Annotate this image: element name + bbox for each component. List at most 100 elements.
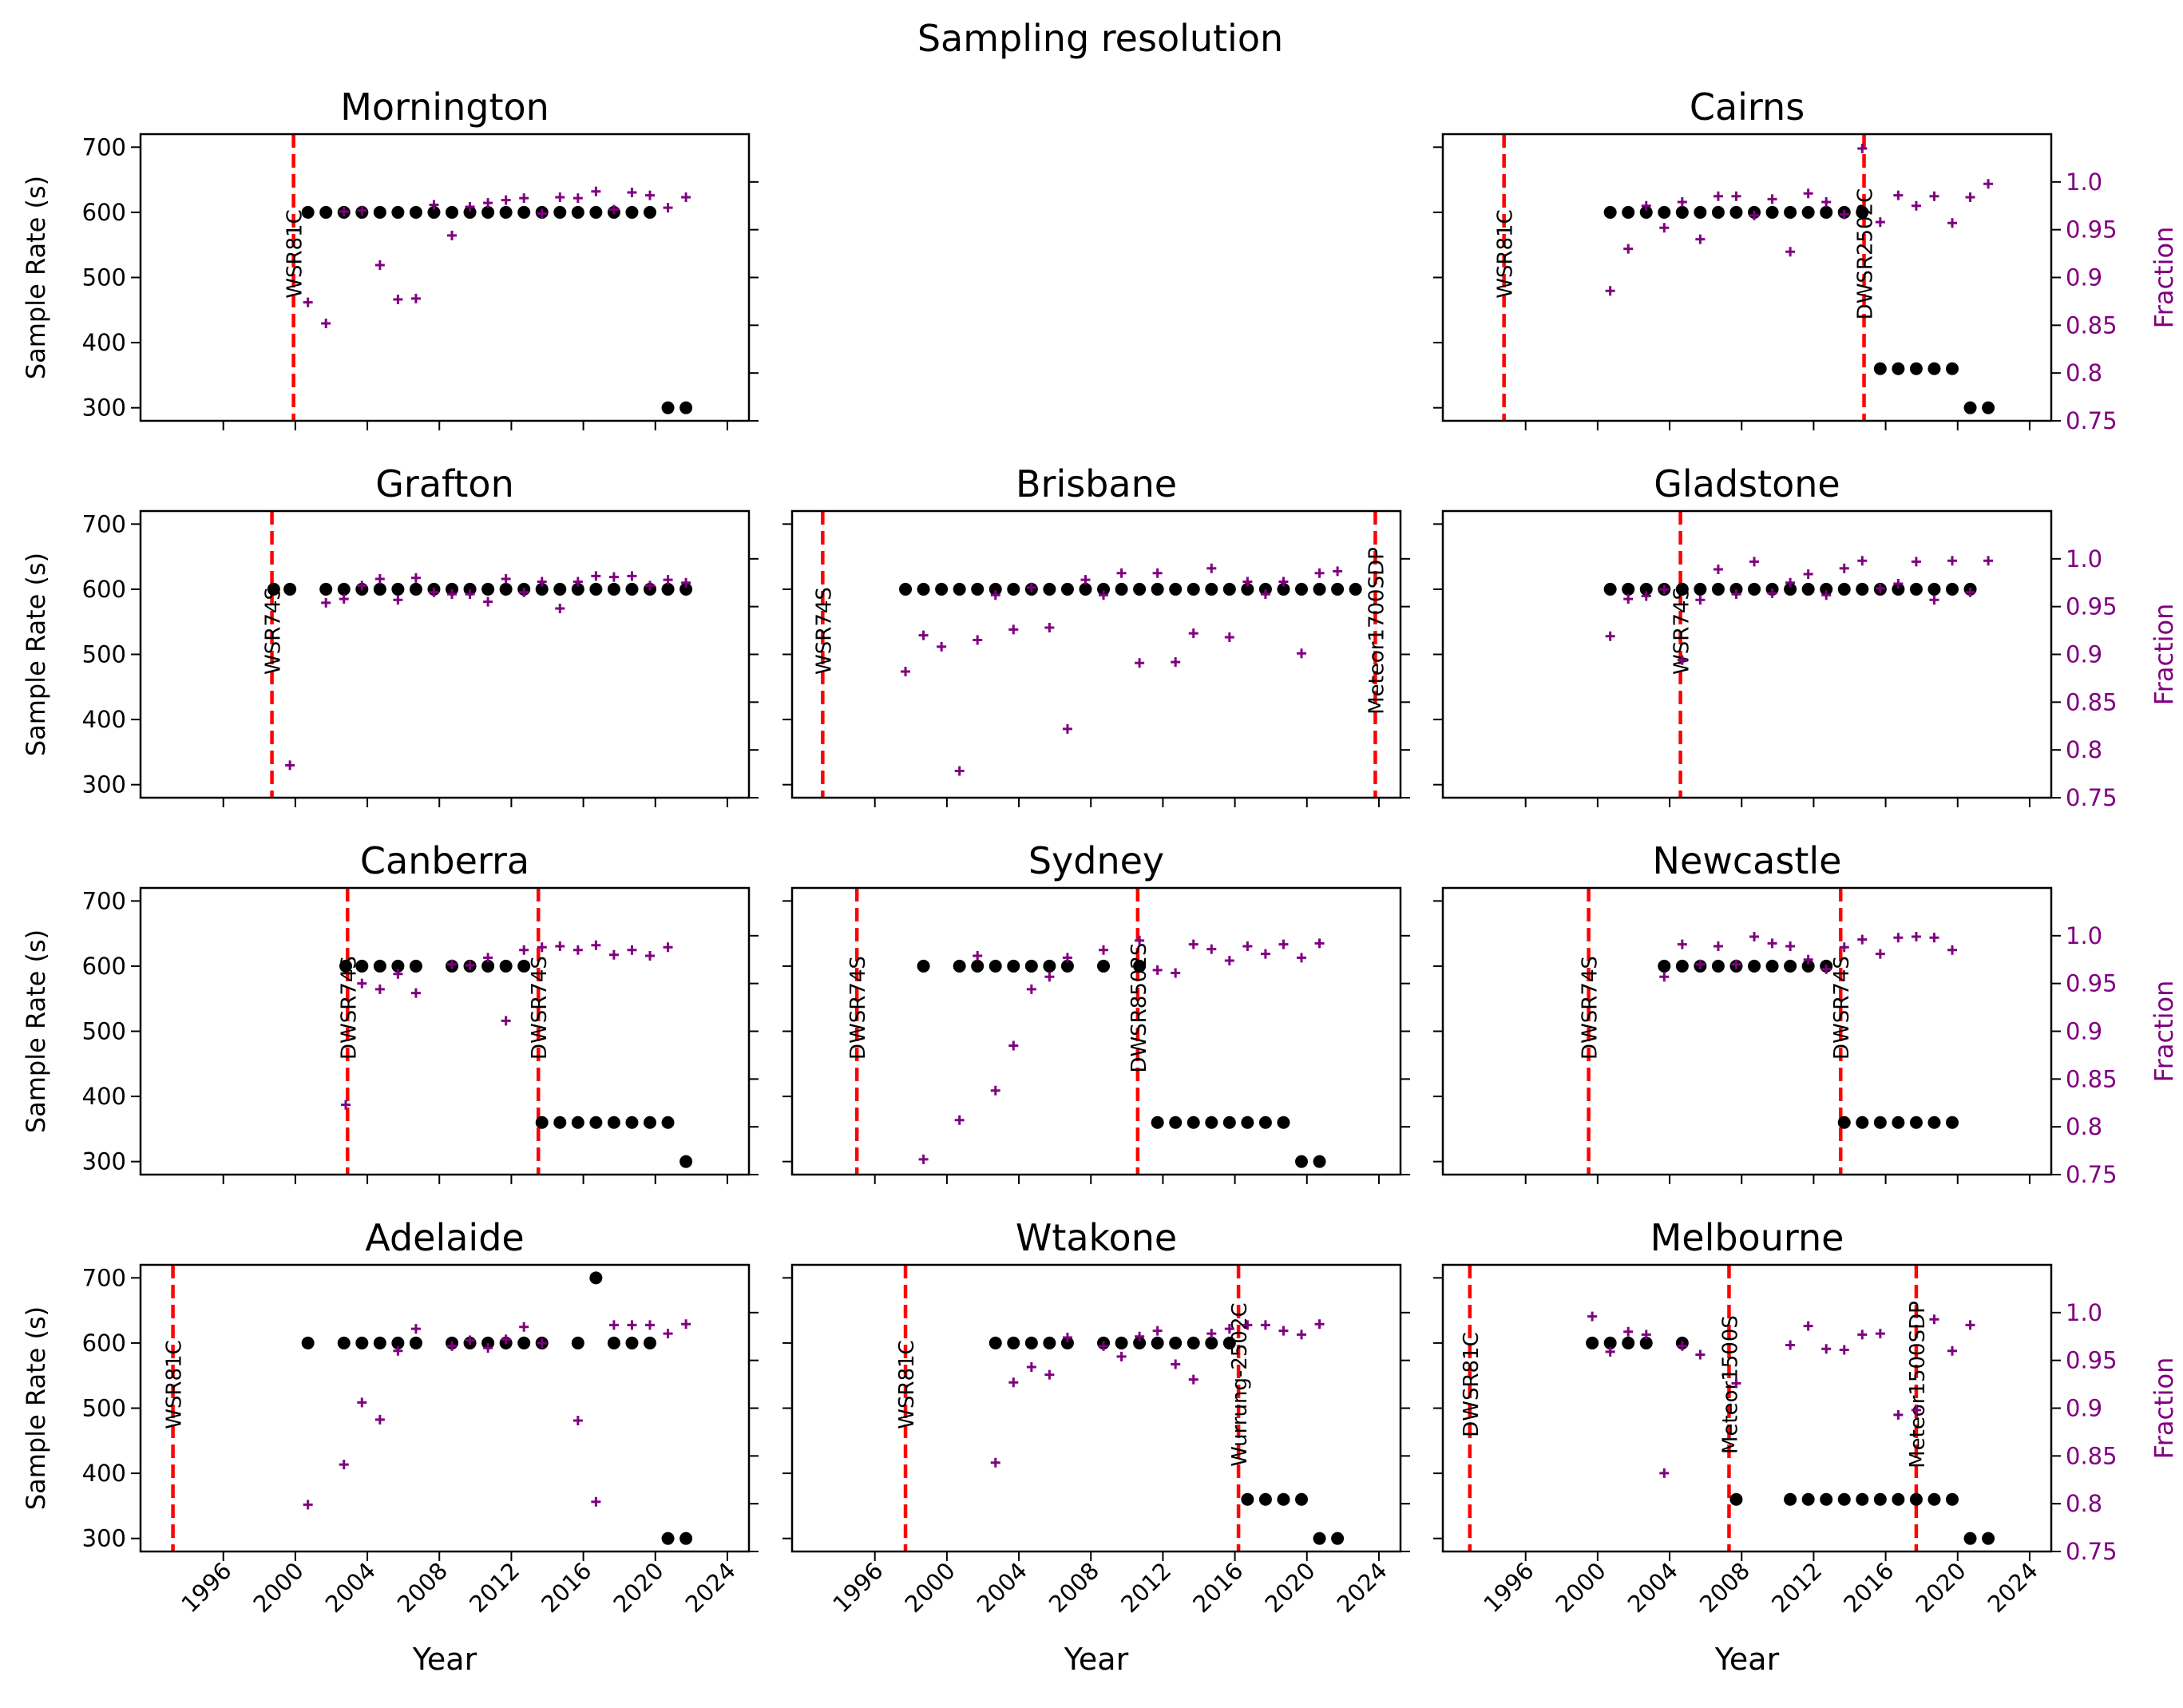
subplot-3: Grafton 300 400 500 600 700 Sample Rate (s) WSR…	[21, 462, 759, 807]
fraction-point	[1062, 1332, 1072, 1342]
sample-rate-point	[1675, 959, 1689, 973]
x-tick-label: 2004	[972, 1557, 1032, 1618]
fraction-point	[1605, 286, 1615, 296]
sample-rate-point	[1097, 582, 1111, 596]
sample-rate-point	[1982, 401, 1995, 414]
fraction-point	[572, 1416, 583, 1426]
y-tick-label: 700	[82, 133, 126, 160]
sample-rate-point	[373, 582, 386, 596]
sample-rate-point	[1873, 1116, 1887, 1129]
fraction-point	[1171, 968, 1181, 978]
event-label: Meteor1500S	[1718, 1315, 1742, 1454]
sample-rate-point	[1313, 582, 1326, 596]
fraction-point	[1116, 568, 1127, 578]
fraction-point	[1171, 1359, 1181, 1369]
sample-rate-point	[1711, 959, 1725, 973]
subplot-title: Sydney	[1028, 839, 1164, 882]
fraction-point	[1314, 1319, 1325, 1330]
fraction-point	[1713, 941, 1723, 951]
sample-rate-point	[1748, 582, 1761, 596]
y-tick-label: 600	[82, 576, 126, 603]
sample-rate-point	[1295, 1155, 1309, 1168]
sample-rate-point	[319, 582, 333, 596]
sample-rate-point	[679, 1155, 693, 1168]
fraction-point	[1731, 959, 1741, 969]
fraction-point	[357, 1397, 367, 1408]
sample-rate-point	[409, 205, 422, 219]
y-tick-label: 300	[82, 771, 126, 799]
subplot-4: Brisbane WSR74S Meteor1700SDP	[782, 462, 1410, 807]
y-tick-label: 600	[82, 1330, 126, 1357]
y-tick-label: 400	[82, 1460, 126, 1487]
sample-rate-point	[1784, 205, 1797, 219]
y-tick-label: 400	[82, 1083, 126, 1110]
fraction-point	[937, 641, 947, 652]
fraction-point	[357, 581, 367, 591]
sample-rate-point	[1007, 1336, 1020, 1349]
sample-rate-point	[319, 205, 333, 219]
sample-rate-point	[1946, 1492, 1959, 1506]
sample-rate-point	[953, 582, 966, 596]
sample-rate-point	[1043, 959, 1056, 973]
fraction-point	[519, 1322, 529, 1332]
y2-tick-label: 0.9	[2066, 641, 2102, 668]
fraction-point	[1857, 1330, 1868, 1340]
fraction-point	[1044, 622, 1055, 632]
fraction-point	[1152, 1326, 1163, 1336]
y2-tick-label: 0.75	[2066, 1538, 2118, 1565]
sample-rate-point	[661, 582, 675, 596]
fraction-point	[990, 1085, 1000, 1096]
y-tick-label: 700	[82, 1264, 126, 1291]
sample-rate-point	[1729, 205, 1743, 219]
x-tick-label: 2024	[1983, 1557, 2043, 1618]
y2-axis-label: Fraction	[2149, 227, 2179, 329]
y2-tick-label: 0.75	[2066, 1161, 2118, 1188]
sample-rate-point	[535, 1116, 549, 1129]
sample-rate-point	[1187, 1336, 1200, 1349]
plot-frame	[790, 886, 1402, 1176]
fraction-point	[1839, 1345, 1849, 1355]
fraction-point	[663, 1329, 673, 1339]
y2-tick-label: 1.0	[2066, 922, 2102, 949]
sample-rate-point	[1765, 959, 1779, 973]
sample-rate-point	[625, 582, 639, 596]
y-tick-label: 400	[82, 706, 126, 733]
fraction-point	[681, 192, 691, 202]
sample-rate-point	[661, 1532, 675, 1545]
fraction-point	[429, 587, 439, 597]
fraction-point	[393, 295, 403, 305]
sample-rate-point	[1043, 1336, 1056, 1349]
sample-rate-point	[1856, 1116, 1869, 1129]
sample-rate-point	[1784, 582, 1797, 596]
fraction-point	[501, 1016, 511, 1026]
y-tick-label: 500	[82, 264, 126, 291]
subplot-0: Mornington 300 400 500 600 700 Sample Rate (s)…	[21, 85, 759, 430]
sample-rate-point	[1873, 1492, 1887, 1506]
fraction-point	[1026, 1362, 1036, 1373]
sample-rate-point	[1963, 1532, 1977, 1545]
fraction-point	[663, 203, 673, 213]
fraction-point	[608, 949, 619, 960]
sample-rate-point	[1658, 205, 1671, 219]
fraction-point	[954, 766, 965, 776]
fraction-point	[608, 572, 619, 582]
sample-rate-point	[1801, 1492, 1815, 1506]
fraction-point	[537, 942, 547, 953]
fraction-point	[1929, 1314, 1939, 1325]
sample-rate-point	[1729, 1492, 1743, 1506]
sample-rate-point	[1349, 582, 1362, 596]
sample-rate-point	[553, 582, 567, 596]
fraction-point	[1260, 1320, 1270, 1330]
y2-tick-label: 0.95	[2066, 593, 2118, 620]
fraction-point	[627, 1320, 637, 1330]
fraction-point	[645, 1320, 656, 1330]
fraction-point	[1242, 1320, 1253, 1330]
fraction-point	[990, 590, 1000, 600]
x-tick-label: 2008	[392, 1557, 453, 1618]
sample-rate-point	[1133, 1336, 1147, 1349]
sample-rate-point	[1639, 205, 1653, 219]
y-tick-label: 500	[82, 641, 126, 668]
x-tick-label: 2000	[900, 1557, 961, 1618]
fraction-point	[990, 1457, 1000, 1468]
